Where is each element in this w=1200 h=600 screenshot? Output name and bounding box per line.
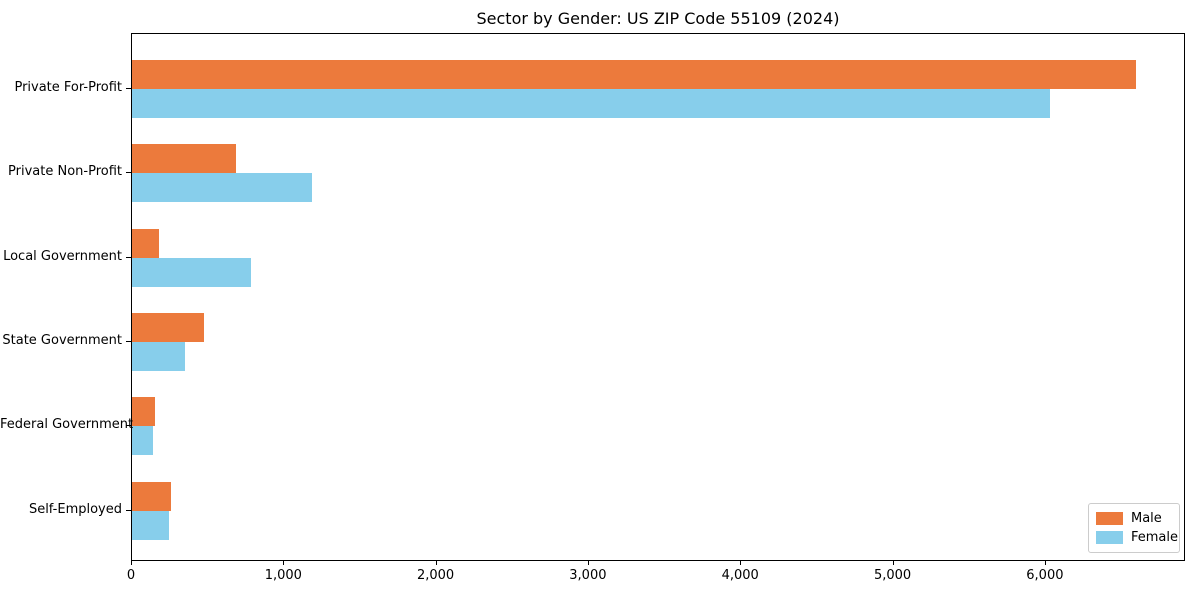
legend-row-male: Male bbox=[1096, 509, 1171, 528]
bar-female-4 bbox=[132, 341, 186, 371]
bar-female-5 bbox=[132, 426, 153, 456]
x-tick-label: 5,000 bbox=[873, 568, 912, 583]
x-tick bbox=[131, 561, 132, 565]
x-tick-label: 2,000 bbox=[416, 568, 455, 583]
bar-male-6 bbox=[132, 481, 171, 511]
legend-label-female: Female bbox=[1131, 530, 1179, 545]
chart-title: Sector by Gender: US ZIP Code 55109 (202… bbox=[476, 9, 840, 28]
bar-female-6 bbox=[132, 510, 170, 540]
bar-female-2 bbox=[132, 173, 312, 203]
x-tick bbox=[283, 561, 285, 565]
bar-male-3 bbox=[132, 228, 160, 258]
x-tick bbox=[892, 561, 894, 565]
legend-label-male: Male bbox=[1131, 511, 1162, 526]
legend-swatch-male bbox=[1096, 512, 1123, 525]
legend: Male Female bbox=[1088, 503, 1180, 553]
category-label: Private Non-Profit bbox=[8, 164, 122, 180]
y-tick bbox=[126, 340, 131, 342]
x-tick-label: 4,000 bbox=[721, 568, 759, 583]
bar-male-2 bbox=[132, 144, 236, 174]
bar-male-1 bbox=[132, 60, 1136, 89]
category-label: Self-Employed bbox=[28, 501, 122, 517]
y-tick bbox=[126, 425, 131, 427]
x-tick-label: 1,000 bbox=[264, 568, 302, 583]
plot-area: Male Female bbox=[131, 33, 1185, 561]
x-tick-label: 6,000 bbox=[1026, 568, 1064, 583]
category-label: Private For-Profit bbox=[14, 80, 122, 95]
x-tick bbox=[587, 561, 589, 565]
x-tick-label: 0 bbox=[126, 568, 136, 583]
category-label: Federal Government bbox=[0, 417, 134, 433]
y-tick bbox=[126, 509, 131, 511]
x-tick bbox=[1044, 561, 1046, 565]
bar-male-4 bbox=[132, 312, 204, 342]
x-tick bbox=[435, 561, 437, 565]
x-tick bbox=[740, 561, 742, 565]
bar-female-1 bbox=[132, 89, 1051, 118]
x-tick-label: 3,000 bbox=[569, 568, 607, 583]
y-tick bbox=[126, 88, 131, 89]
y-tick bbox=[126, 172, 131, 174]
category-label: Local Government bbox=[3, 248, 122, 264]
legend-swatch-female bbox=[1096, 531, 1123, 544]
bar-female-3 bbox=[132, 257, 251, 287]
bar-male-5 bbox=[132, 397, 155, 427]
y-tick bbox=[126, 256, 131, 258]
legend-row-female: Female bbox=[1096, 528, 1178, 547]
category-label: State Government bbox=[2, 332, 122, 348]
